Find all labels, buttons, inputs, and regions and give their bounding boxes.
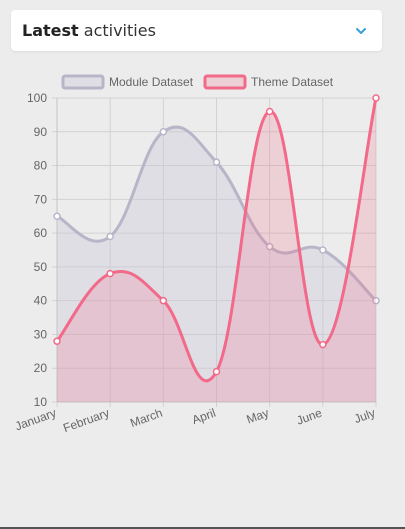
data-point [106, 269, 114, 278]
data-point [319, 246, 327, 254]
card-title-bold: Latest [22, 21, 79, 40]
data-point [372, 94, 380, 102]
y-tick-label: 20 [34, 361, 48, 375]
y-tick-label: 10 [34, 395, 48, 409]
data-point [159, 128, 168, 136]
y-tick-label: 40 [34, 294, 48, 308]
data-point [265, 242, 274, 251]
x-tick-label: July [352, 406, 377, 426]
data-point [265, 107, 274, 116]
y-tick-label: 60 [34, 226, 48, 240]
legend-swatch [61, 74, 105, 90]
chevron-down-icon[interactable] [354, 24, 368, 38]
y-tick-label: 50 [34, 260, 48, 274]
y-tick-label: 100 [27, 91, 47, 105]
series-area [57, 126, 376, 403]
data-point [372, 296, 380, 305]
legend-swatch [203, 74, 247, 90]
data-point [53, 337, 61, 345]
card-title-rest: activities [83, 21, 156, 40]
x-tick-label: April [190, 406, 217, 427]
x-tick-label: February [61, 406, 111, 436]
data-point [159, 296, 168, 305]
y-tick-label: 80 [34, 159, 48, 173]
y-tick-label: 70 [34, 192, 48, 206]
chart-svg: 10 20 30 40 50 60 70 80 90 100 January February Marc… [13, 74, 380, 436]
data-point [106, 232, 114, 241]
data-point [319, 340, 327, 349]
bottom-divider [0, 527, 405, 529]
legend-label: Module Dataset [109, 75, 194, 89]
series-line [55, 97, 378, 383]
legend-label: Theme Dataset [251, 75, 334, 89]
y-tick-label: 90 [34, 125, 48, 139]
x-tick-label: March [128, 406, 164, 431]
x-tick-label: June [295, 406, 325, 428]
series-area [57, 98, 376, 402]
x-tick-label: May [245, 406, 271, 427]
y-tick-label: 30 [34, 327, 48, 341]
data-point [53, 212, 61, 220]
activities-chart: 10 20 30 40 50 60 70 80 90 100 January February Marc… [0, 60, 405, 440]
data-point [212, 158, 221, 166]
data-point [212, 367, 221, 376]
card-title: Latest activities [22, 21, 156, 40]
x-tick-label: January [13, 406, 58, 434]
activities-card-header: Latest activities [11, 10, 382, 51]
